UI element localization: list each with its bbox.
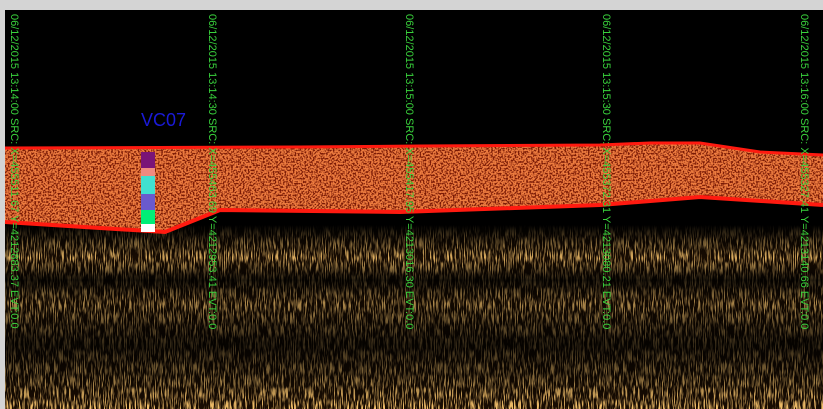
profile-label: VC07 (141, 110, 186, 130)
core-marker (141, 152, 155, 232)
trace-label: 06/12/2015 13:14:00 SRC: X=455511.67 Y=4… (8, 14, 20, 329)
viewer: VC07 06/12/2015 13:14:00 SRC: X=455511.6… (0, 0, 823, 409)
trace-label: 06/12/2015 13:16:00 SRC: X=455327.41 Y=4… (798, 14, 810, 329)
trace-label: 06/12/2015 13:15:00 SRC: X=455417.95 Y=4… (403, 14, 415, 329)
sonar-profile: VC07 06/12/2015 13:14:00 SRC: X=455511.6… (0, 0, 823, 409)
trace-label: 06/12/2015 13:15:30 SRC: X=455372.31 Y=4… (600, 14, 612, 329)
trace-label: 06/12/2015 13:14:30 SRC: X=455463.69 Y=4… (206, 14, 218, 329)
